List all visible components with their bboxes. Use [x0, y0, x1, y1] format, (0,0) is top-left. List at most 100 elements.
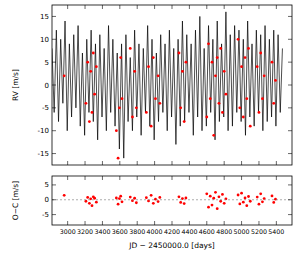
point — [88, 120, 91, 123]
y-tick — [288, 184, 292, 185]
x-tick — [137, 5, 138, 9]
y-tick — [52, 85, 56, 86]
x-tick — [206, 221, 207, 225]
x-tick — [241, 221, 242, 225]
point — [245, 97, 248, 100]
point — [95, 201, 98, 204]
point — [272, 102, 275, 105]
x-tick — [119, 176, 120, 180]
point — [242, 116, 245, 119]
point — [119, 195, 122, 198]
point — [117, 203, 120, 206]
x-tick — [172, 176, 173, 180]
point — [91, 204, 94, 207]
x-tick — [224, 176, 225, 180]
line — [52, 199, 292, 200]
point — [183, 202, 186, 205]
y-axis-label: RV [m/s] — [11, 69, 20, 101]
point — [119, 56, 122, 59]
point — [181, 70, 184, 73]
x-tick — [154, 5, 155, 9]
point — [185, 61, 188, 64]
point — [212, 197, 215, 200]
point — [131, 116, 134, 119]
y-tick-label: 5 — [45, 59, 49, 67]
point — [145, 111, 148, 114]
point — [86, 61, 89, 64]
point — [249, 200, 252, 203]
y-tick — [288, 16, 292, 17]
x-tick-label: 5200 — [251, 228, 267, 235]
point — [92, 52, 95, 55]
point — [150, 125, 153, 128]
point — [271, 194, 274, 197]
x-tick-label: 4200 — [164, 228, 180, 235]
x-tick — [224, 161, 225, 165]
point — [152, 202, 155, 205]
x-tick — [67, 176, 68, 180]
x-tick-label: 4600 — [199, 228, 215, 235]
point — [211, 61, 214, 64]
point — [219, 200, 222, 203]
point — [133, 197, 136, 200]
y-tick-label: -5 — [42, 211, 49, 219]
x-tick — [206, 5, 207, 9]
x-tick — [119, 5, 120, 9]
x-tick — [85, 221, 86, 225]
x-tick — [172, 5, 173, 9]
point — [261, 97, 264, 100]
point — [238, 203, 241, 206]
point — [129, 47, 132, 50]
point — [63, 74, 66, 77]
point — [214, 191, 217, 194]
point — [211, 204, 214, 207]
point — [89, 70, 92, 73]
point — [152, 56, 155, 59]
y-tick-label: 0 — [45, 82, 49, 90]
point — [274, 79, 277, 82]
point — [216, 207, 219, 210]
point — [91, 111, 94, 114]
plot-area — [52, 191, 292, 210]
point — [242, 201, 245, 204]
x-tick — [102, 221, 103, 225]
point — [247, 195, 250, 198]
y-tick — [52, 199, 56, 200]
point — [157, 74, 160, 77]
x-tick — [258, 176, 259, 180]
y-tick — [288, 39, 292, 40]
x-tick — [189, 161, 190, 165]
point — [150, 194, 153, 197]
y-tick — [52, 39, 56, 40]
point — [209, 195, 212, 198]
y-tick-label: -10 — [38, 127, 49, 135]
y-tick — [288, 199, 292, 200]
y-tick-label: -15 — [38, 150, 49, 158]
y-tick — [52, 153, 56, 154]
point — [244, 197, 247, 200]
y-tick-label: 0 — [45, 196, 49, 204]
x-tick — [119, 161, 120, 165]
point — [205, 192, 208, 195]
point — [258, 111, 261, 114]
point — [218, 195, 221, 198]
x-tick — [102, 161, 103, 165]
x-tick — [241, 5, 242, 9]
y-tick — [52, 107, 56, 108]
x-tick-label: 3200 — [77, 228, 93, 235]
y-tick-label: 10 — [40, 36, 49, 44]
x-tick — [258, 221, 259, 225]
y-tick — [52, 130, 56, 131]
point — [185, 197, 188, 200]
point — [63, 194, 66, 197]
point — [212, 134, 215, 137]
x-tick-label: 3600 — [112, 228, 128, 235]
x-tick-label: 3400 — [94, 228, 110, 235]
x-tick — [85, 161, 86, 165]
x-tick — [258, 5, 259, 9]
x-tick — [276, 221, 277, 225]
point — [263, 74, 266, 77]
y-axis-label: O−C [m/s] — [11, 181, 20, 220]
point — [207, 206, 210, 209]
x-tick — [189, 221, 190, 225]
